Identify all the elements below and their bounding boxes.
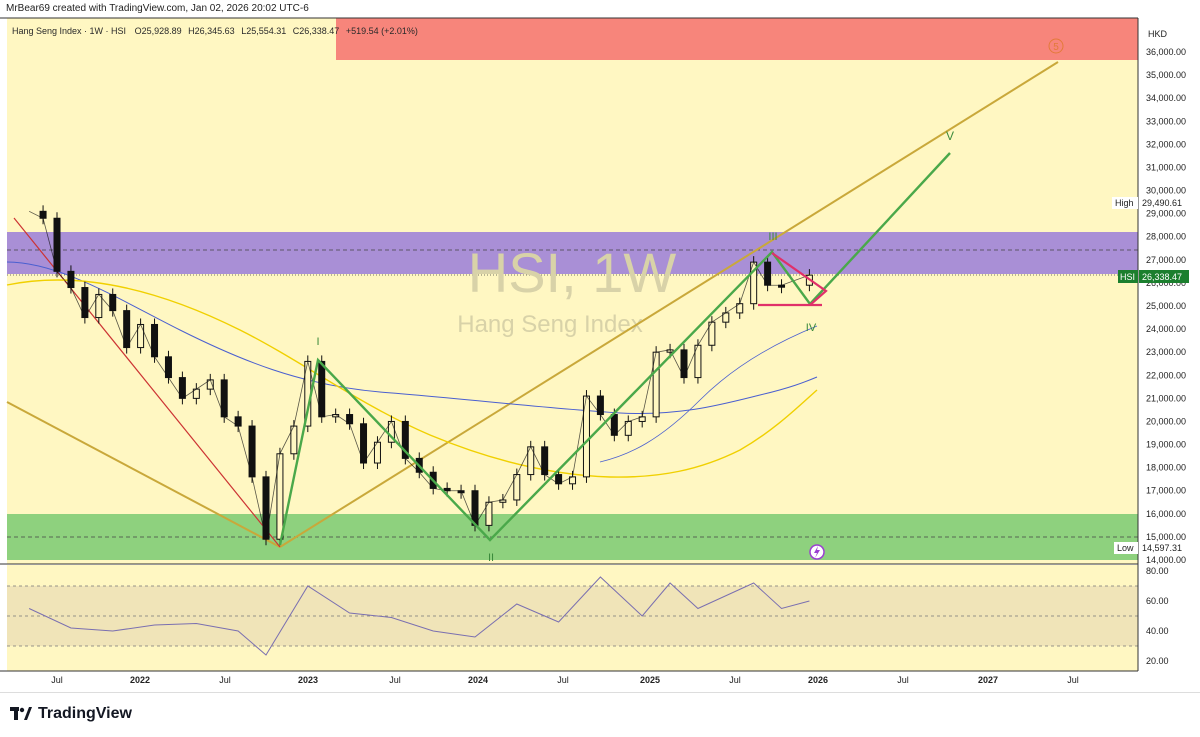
y-tick-label: 23,000.00: [1146, 347, 1186, 357]
wave-label-iv: IV: [806, 322, 817, 334]
y-tick-label: 34,000.00: [1146, 93, 1186, 103]
x-tick-label: 2026: [808, 675, 828, 685]
x-tick-label: 2025: [640, 675, 660, 685]
rsi-line: [28, 576, 810, 656]
brand-name: TradingView: [38, 705, 132, 722]
wave-label-iii: III: [768, 231, 777, 243]
x-tick-label: 2022: [130, 675, 150, 685]
legend-line: Hang Seng Index · 1W · HSI O25,928.89 H2…: [12, 26, 418, 36]
high-tag: High: [1115, 198, 1134, 208]
last-value: 26,338.47: [1142, 272, 1182, 282]
tradingview-logo-icon: [10, 707, 32, 720]
ma-short-line: [599, 325, 818, 463]
y-tick-label: 25,000.00: [1146, 301, 1186, 311]
watermark-sub: Hang Seng Index: [457, 311, 642, 338]
x-tick-label: Jul: [729, 675, 741, 685]
attribution-text: MrBear69 created with TradingView.com, J…: [6, 3, 309, 14]
price-series: [28, 205, 813, 546]
tradingview-logo[interactable]: TradingView: [10, 705, 132, 723]
x-tick-label: Jul: [51, 675, 63, 685]
y-tick-label: 31,000.00: [1146, 162, 1186, 172]
chart-svg: HSI, 1W Hang Seng Index I II III IV V 5 …: [0, 17, 1189, 685]
x-tick-label: Jul: [219, 675, 231, 685]
y-tick-label: 33,000.00: [1146, 116, 1186, 126]
x-tick-label: 2024: [468, 675, 488, 685]
lightning-icon: [814, 546, 820, 558]
price-line: [28, 210, 810, 540]
x-tick-label: 2023: [298, 675, 318, 685]
triangle-pattern: [771, 252, 828, 306]
rsi-y-axis: 20.00 40.00 60.00 80.00: [1146, 566, 1169, 666]
x-tick-label: Jul: [897, 675, 909, 685]
footer-bar: TradingView: [0, 692, 1200, 737]
y-tick-label: 32,000.00: [1146, 139, 1186, 149]
trend-line-upper: [279, 61, 1059, 548]
x-tick-label: Jul: [389, 675, 401, 685]
x-tick-label: Jul: [1067, 675, 1079, 685]
y-tick-label: 36,000.00: [1146, 47, 1186, 57]
y-tick-label: 35,000.00: [1146, 70, 1186, 80]
y-tick-label: 24,000.00: [1146, 324, 1186, 334]
legend-high: H26,345.63: [188, 26, 235, 36]
y-tick-label: 21,000.00: [1146, 393, 1186, 403]
legend-low: L25,554.31: [241, 26, 286, 36]
wave-label-v: V: [946, 129, 954, 143]
attribution-header: MrBear69 created with TradingView.com, J…: [0, 0, 1200, 18]
y-tick-label: 27,000.00: [1146, 255, 1186, 265]
currency-label: HKD: [1148, 29, 1168, 39]
x-axis: Jul 2022 Jul 2023 Jul 2024 Jul 2025 Jul 2026 Jul 20…: [51, 675, 1079, 685]
y-tick-label: 18,000.00: [1146, 463, 1186, 473]
y-tick-label: 14,000.00: [1146, 555, 1186, 565]
rsi-tick-label: 80.00: [1146, 566, 1169, 576]
high-tag-bg: [1112, 197, 1138, 209]
low-value: 14,597.31: [1142, 543, 1182, 553]
ma-yellow-line: [6, 279, 818, 478]
trend-line-lower: [6, 401, 281, 548]
low-tag: Low: [1117, 543, 1134, 553]
y-tick-label: 19,000.00: [1146, 440, 1186, 450]
x-tick-label: 2027: [978, 675, 998, 685]
wave-line: [278, 152, 951, 546]
rsi-tick-label: 40.00: [1146, 626, 1169, 636]
last-tag: HSI: [1120, 272, 1135, 282]
y-tick-label: 22,000.00: [1146, 370, 1186, 380]
low-value-bg: [1139, 542, 1189, 554]
y-tick-label: 17,000.00: [1146, 486, 1186, 496]
y-tick-label: 15,000.00: [1146, 532, 1186, 542]
y-tick-label: 29,000.00: [1146, 209, 1186, 219]
wave-label-5-circle: [1048, 38, 1064, 54]
legend-change: +519.54 (+2.01%): [346, 26, 418, 36]
y-tick-label: 16,000.00: [1146, 509, 1186, 519]
low-tag-bg: [1114, 542, 1138, 554]
high-value: 29,490.61: [1142, 198, 1182, 208]
ma-blue-line: [6, 261, 818, 414]
legend-open: O25,928.89: [135, 26, 182, 36]
wave-label-5: 5: [1053, 42, 1059, 53]
purple-zone: [7, 232, 1138, 274]
watermark-main: HSI, 1W: [468, 241, 677, 304]
last-tag-bg: [1118, 270, 1138, 283]
high-value-bg: [1139, 197, 1189, 209]
wave-label-ii: II: [488, 552, 494, 564]
legend-close: C26,338.47: [293, 26, 340, 36]
rsi-tick-label: 20.00: [1146, 656, 1169, 666]
wave-label-i: I: [316, 336, 319, 348]
last-value-bg: [1139, 270, 1189, 283]
y-tick-label: 28,000.00: [1146, 232, 1186, 242]
y-tick-label: 30,000.00: [1146, 186, 1186, 196]
x-tick-label: Jul: [557, 675, 569, 685]
green-support-zone: [7, 514, 1138, 560]
resistance-zone: [336, 18, 1138, 60]
legend-symbol: Hang Seng Index · 1W · HSI: [12, 26, 126, 36]
y-tick-label: 20,000.00: [1146, 416, 1186, 426]
rsi-series: [28, 576, 810, 656]
rsi-tick-label: 60.00: [1146, 596, 1169, 606]
y-axis: 14,000.00 15,000.00 16,000.00 17,000.00 18,0…: [1146, 47, 1186, 565]
